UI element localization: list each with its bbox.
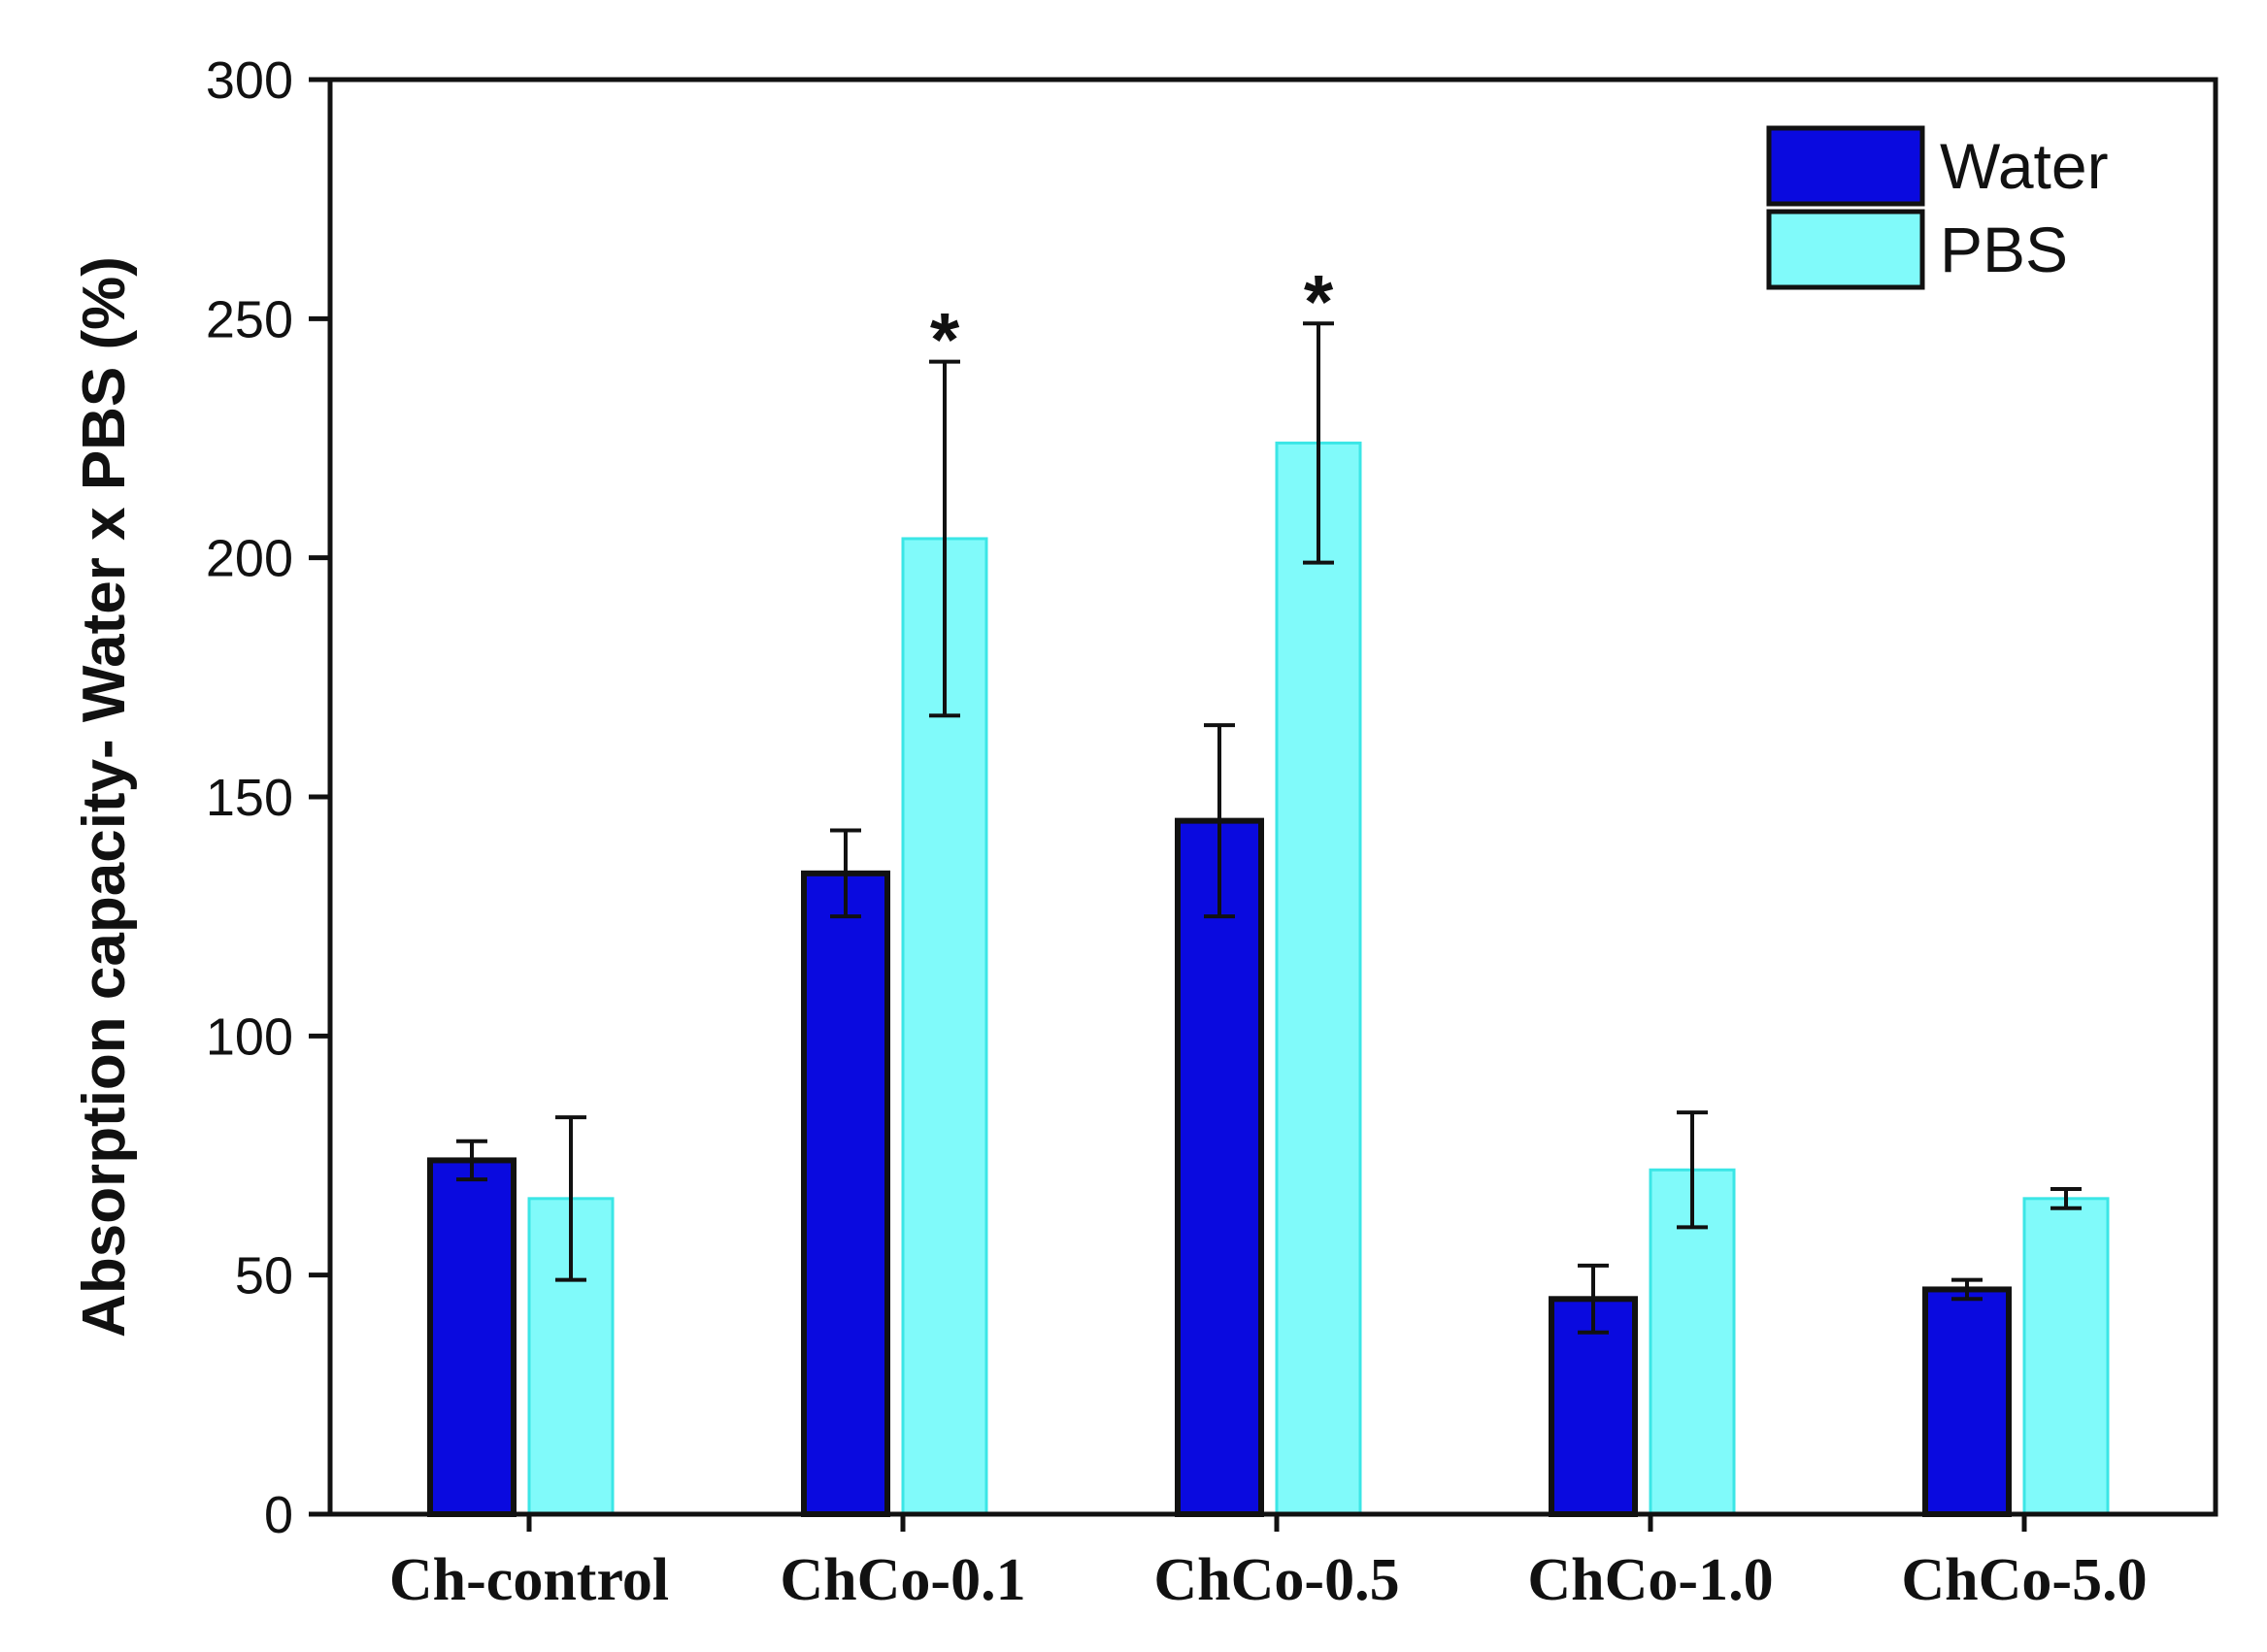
y-tick-label: 100 [206,1008,293,1066]
y-tick-label: 50 [235,1247,293,1305]
x-axis: Ch-control ChCo-0.1 ChCo-0.5 ChCo-1.0 ChCo-5… [389,1514,2148,1613]
x-category-label: ChCo-5.0 [1901,1547,2147,1613]
error-bars [456,321,2082,1335]
bars [427,441,2110,1518]
legend-label-water: Water [1940,130,2109,202]
legend-swatch-water [1766,125,1925,207]
x-category-label: Ch-control [389,1547,669,1613]
y-tick-label: 300 [206,51,293,110]
x-category-label: ChCo-1.0 [1527,1547,1773,1613]
y-tick-label: 150 [206,769,293,827]
x-category-label: ChCo-0.5 [1153,1547,1399,1613]
bar-water-chco-1.0 [1549,1296,1638,1518]
bar-water-chco-0.5 [1175,817,1264,1517]
x-category-label: ChCo-0.1 [780,1547,1025,1613]
bar-water-ch-control [427,1157,517,1517]
significance-star: * [930,297,960,382]
y-axis-title: Absorption capacity- Water x PBS (%) [71,256,138,1338]
bar-water-chco-0.1 [801,870,890,1517]
legend-swatch-pbs [1766,209,1925,290]
y-tick-label: 250 [206,290,293,348]
bar-pbs-chco-5.0 [2022,1197,2110,1516]
y-axis: 0 50 100 150 200 250 300 [206,51,330,1544]
annotations: * * [930,258,1334,381]
plot-frame [327,77,2218,1517]
bar-pbs-chco-0.5 [1275,441,1362,1516]
significance-star: * [1304,258,1334,344]
y-tick-label: 200 [206,530,293,588]
legend-label-pbs: PBS [1940,214,2068,285]
bar-water-chco-5.0 [1922,1286,2012,1517]
y-tick-label: 0 [264,1486,293,1544]
legend: Water PBS [1766,125,2109,290]
